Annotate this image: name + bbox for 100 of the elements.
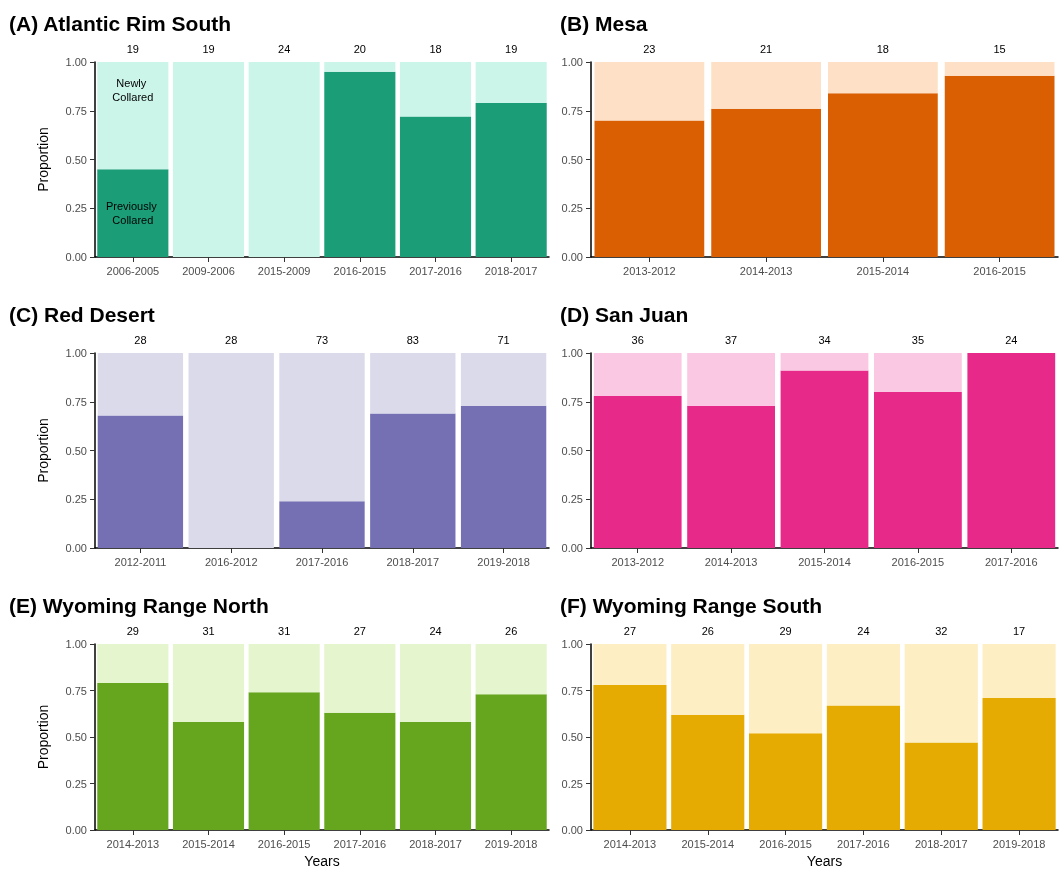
bar — [593, 395, 682, 548]
bar — [248, 62, 320, 257]
annotation: 19 — [202, 42, 215, 55]
x-tick-label: 2017-2016 — [985, 555, 1038, 568]
annotation: 71 — [497, 333, 510, 346]
annotation: 29 — [126, 624, 139, 637]
bar — [982, 697, 1056, 830]
bar — [826, 705, 900, 830]
x-tick-label: 2017-2016 — [333, 837, 387, 850]
y-tick-label: 0.50 — [65, 444, 87, 457]
annotation: 15 — [993, 42, 1006, 55]
bar — [687, 405, 775, 548]
y-tick-label: 0.00 — [561, 251, 583, 263]
bar — [780, 370, 869, 548]
bar — [324, 644, 396, 713]
annotation: 83 — [406, 333, 419, 346]
bar — [324, 62, 396, 72]
bar — [279, 501, 365, 548]
x-tick-label: 2018-2017 — [386, 555, 440, 568]
y-tick-label: 0.25 — [65, 493, 87, 506]
bar — [324, 71, 396, 257]
x-tick-label: 2016-2015 — [759, 837, 812, 850]
bar — [593, 353, 682, 396]
bar — [399, 644, 472, 723]
bar — [460, 353, 547, 406]
x-tick-label: 2006-2005 — [106, 264, 160, 277]
x-tick-label: 2016-2015 — [973, 264, 1026, 277]
bar — [279, 353, 365, 502]
annotation: 28 — [225, 333, 238, 346]
x-axis-title: Years — [806, 853, 843, 869]
chart-title: (B) Mesa — [560, 12, 648, 35]
bar — [370, 413, 456, 548]
bar — [874, 353, 962, 392]
bar — [460, 405, 547, 548]
y-axis-title: Proportion — [35, 704, 51, 770]
y-tick-label: 1.00 — [561, 638, 583, 650]
annotation: 19 — [505, 42, 518, 55]
y-tick-label: 0.50 — [65, 731, 87, 743]
annotation: 27 — [623, 624, 637, 637]
annotation: 18 — [429, 42, 442, 55]
y-tick-label: 0.50 — [561, 731, 583, 743]
y-tick-label: 0.50 — [561, 153, 583, 166]
bar — [399, 722, 472, 830]
y-tick-label: 1.00 — [561, 56, 583, 68]
y-tick-label: 1.00 — [65, 347, 87, 359]
y-tick-label: 1.00 — [65, 638, 87, 650]
x-axis-title: Years — [304, 853, 340, 869]
x-tick-label: 2016-2012 — [204, 555, 258, 568]
bar — [97, 415, 184, 548]
bar — [711, 62, 821, 109]
chart-title: (E) Wyoming Range North — [9, 594, 269, 617]
bar — [828, 93, 938, 257]
bar — [399, 62, 472, 117]
annotation: 31 — [278, 624, 291, 637]
bar — [475, 644, 547, 695]
y-tick-label: 0.25 — [65, 777, 87, 790]
bar — [780, 353, 869, 371]
bar — [172, 644, 245, 723]
bar — [671, 644, 745, 715]
y-tick-label: 0.75 — [561, 395, 583, 408]
x-tick-label: 2009-2006 — [182, 264, 235, 277]
annotation: 27 — [353, 624, 366, 637]
bar — [97, 683, 169, 830]
y-axis-title: Proportion — [35, 127, 51, 192]
y-tick-label: 0.00 — [65, 542, 87, 554]
y-tick-label: 0.25 — [561, 202, 583, 215]
bar — [593, 684, 667, 830]
annotation: 24 — [429, 624, 442, 637]
bar — [904, 742, 978, 830]
annotation: 28 — [134, 333, 147, 346]
bar — [826, 644, 900, 706]
bar — [475, 694, 547, 830]
annotation: 19 — [126, 42, 139, 55]
bar — [97, 353, 184, 416]
x-tick-label: 2014-2013 — [739, 264, 793, 277]
bar — [370, 353, 456, 414]
annotation: 34 — [818, 333, 831, 346]
x-tick-label: 2018-2017 — [409, 837, 462, 850]
annotation: 37 — [724, 333, 738, 346]
annotation: 21 — [760, 42, 773, 55]
x-tick-label: 2019-2018 — [484, 837, 538, 850]
annotation: 17 — [1012, 624, 1026, 637]
y-tick-label: 0.75 — [65, 684, 87, 697]
y-tick-label: 0.00 — [561, 824, 583, 836]
bar — [188, 353, 274, 548]
y-tick-label: 0.00 — [65, 824, 87, 836]
bar — [904, 644, 978, 743]
x-tick-label: 2016-2015 — [891, 555, 945, 568]
x-tick-label: 2013-2012 — [611, 555, 664, 568]
y-tick-label: 0.00 — [561, 542, 583, 554]
y-tick-label: 0.25 — [561, 777, 583, 790]
x-tick-label: 2018-2017 — [484, 264, 538, 277]
x-tick-label: 2018-2017 — [914, 837, 968, 850]
bar — [172, 722, 245, 830]
x-tick-label: 2019-2018 — [477, 555, 530, 568]
y-tick-label: 0.75 — [65, 395, 87, 408]
annotation: 24 — [857, 624, 870, 637]
bar — [594, 62, 705, 121]
y-tick-label: 1.00 — [561, 347, 583, 359]
x-tick-label: 2015-2014 — [681, 837, 735, 850]
